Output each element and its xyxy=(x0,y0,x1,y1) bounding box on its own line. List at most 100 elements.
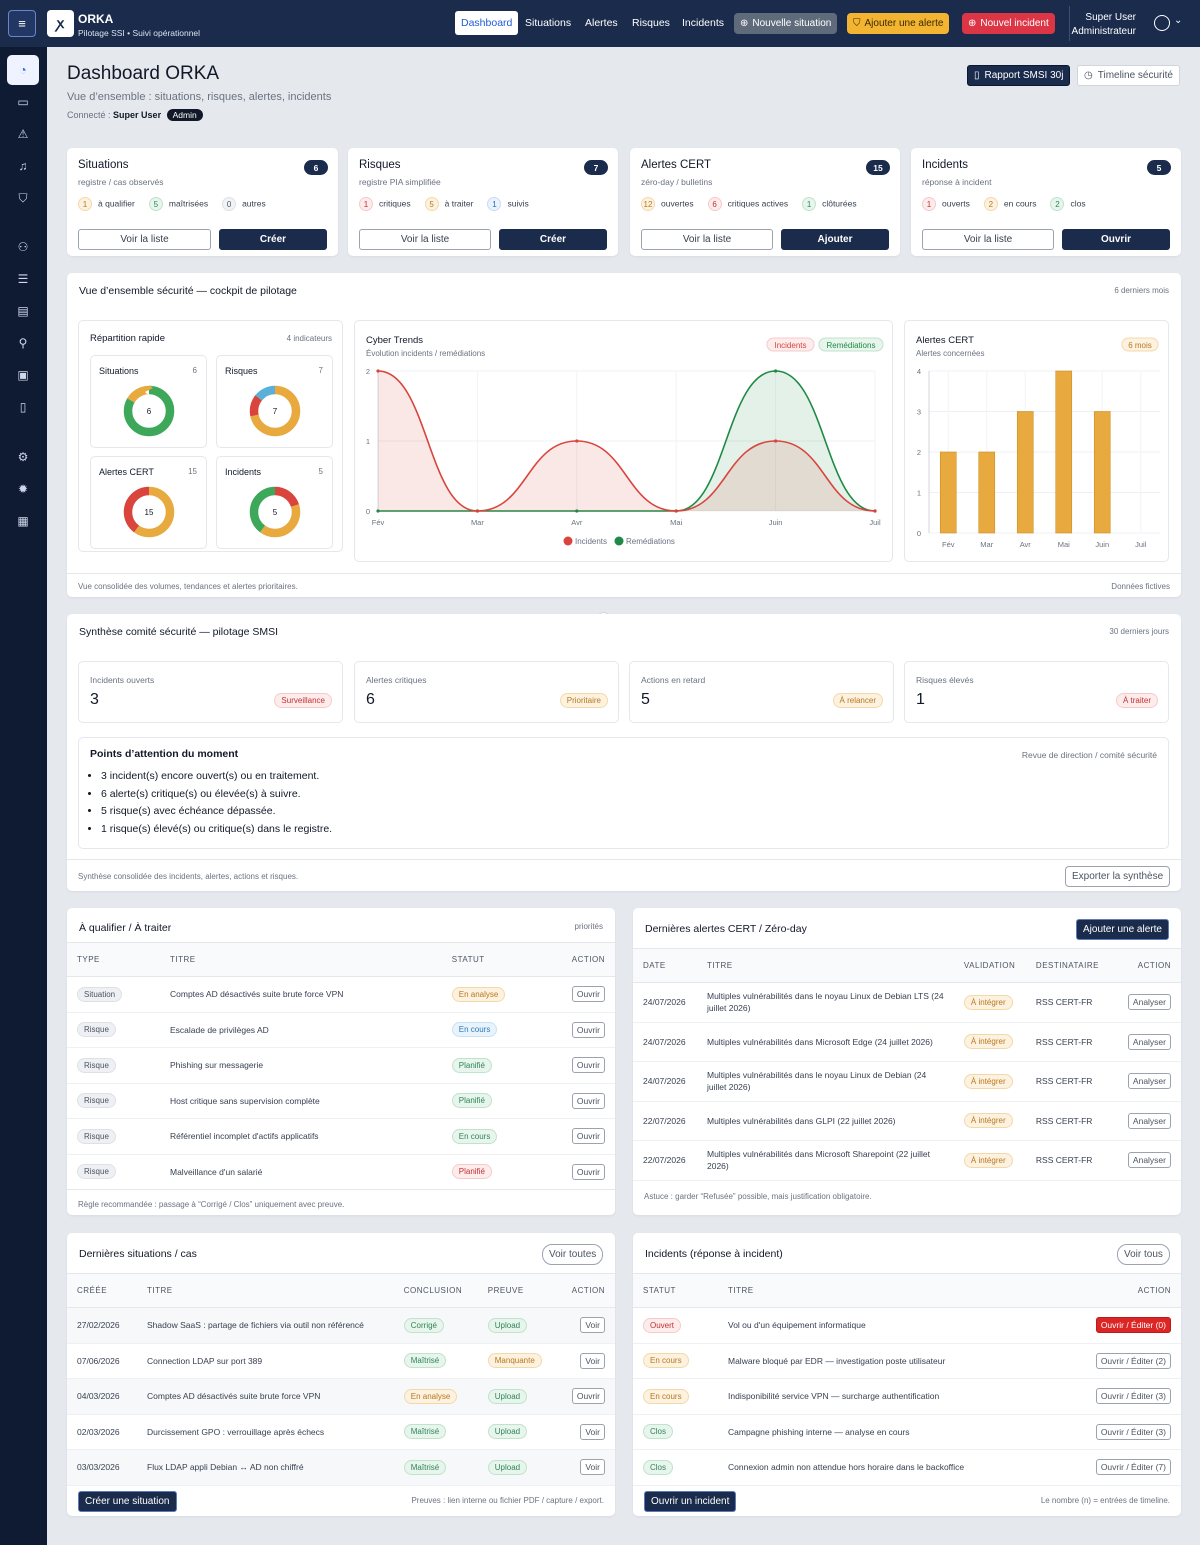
table-row[interactable]: Risque Escalade de privilèges AD En cours O… xyxy=(67,1012,615,1048)
network-icon[interactable]: ⚇ xyxy=(17,240,29,254)
clipboard-icon[interactable]: ▣ xyxy=(17,368,29,382)
warning-icon[interactable]: ⚠ xyxy=(17,127,29,141)
open-edit-button[interactable]: Ouvrir / Éditer (0) xyxy=(1095,1317,1171,1334)
card-action-button[interactable]: Ouvrir xyxy=(1062,229,1170,250)
table-row[interactable]: Ouvert Vol ou d'un équipement informatiqu… xyxy=(633,1307,1181,1344)
shield-icon[interactable]: ⛉ xyxy=(18,190,28,205)
nav-incidents[interactable]: Incidents xyxy=(682,17,725,29)
open-button[interactable]: Ouvrir xyxy=(571,1163,605,1180)
bell-icon[interactable]: ♫ xyxy=(18,159,28,173)
card-subtitle: registre / cas observés xyxy=(78,177,164,187)
analyze-button[interactable]: Analyser xyxy=(1127,1033,1171,1050)
table-row[interactable]: 04/03/2026 Comptes AD désactivés suite br… xyxy=(67,1378,615,1415)
open-button[interactable]: Ouvrir xyxy=(571,986,605,1003)
nav-situations[interactable]: Situations xyxy=(525,17,572,29)
server-icon[interactable]: ▤ xyxy=(17,304,29,318)
view-button[interactable]: Ouvrir xyxy=(571,1388,605,1405)
gear-outline-icon[interactable]: ⚙ xyxy=(17,450,29,464)
analyze-button[interactable]: Analyser xyxy=(1127,1152,1171,1169)
view-all-button[interactable]: Voir tous xyxy=(1117,1244,1170,1265)
table-row[interactable]: 07/06/2026 Connection LDAP sur port 389 Ma… xyxy=(67,1343,615,1379)
view-button[interactable]: Voir xyxy=(580,1317,605,1334)
new-incident-button[interactable]: ⊕ Nouvel incident xyxy=(962,13,1055,34)
view-button[interactable]: Voir xyxy=(580,1352,605,1369)
menu-icon[interactable]: ≡ xyxy=(8,10,36,37)
table-row[interactable]: 27/02/2026 Shadow SaaS : partage de fichi… xyxy=(67,1307,615,1344)
user-avatar-icon[interactable] xyxy=(1154,15,1170,31)
open-button[interactable]: Ouvrir xyxy=(571,1128,605,1145)
table-row[interactable]: 02/03/2026 Durcissement GPO : verrouillag… xyxy=(67,1414,615,1450)
settings-sliders-icon[interactable]: ☰ xyxy=(17,272,29,286)
analyze-button[interactable]: Analyser xyxy=(1127,1112,1171,1129)
orka-logo[interactable]: ꭗ xyxy=(47,10,74,37)
y-tick-label: 1 xyxy=(917,489,921,498)
create-situation-button[interactable]: Créer une situation xyxy=(78,1491,177,1512)
open-incident-button[interactable]: Ouvrir un incident xyxy=(644,1491,737,1512)
card-action-button[interactable]: Créer xyxy=(499,229,607,250)
attention-title: Points d’attention du moment xyxy=(90,748,239,760)
analyze-button[interactable]: Analyser xyxy=(1127,1073,1171,1090)
table-row[interactable]: Risque Référentiel incomplet d'actifs app… xyxy=(67,1118,615,1155)
alert-date: 24/07/2026 xyxy=(643,1036,686,1047)
open-edit-button[interactable]: Ouvrir / Éditer (3) xyxy=(1095,1423,1171,1440)
bar-mar xyxy=(978,451,996,534)
open-edit-button[interactable]: Ouvrir / Éditer (2) xyxy=(1095,1352,1171,1369)
add-alert-button[interactable]: Ajouter une alerte xyxy=(1076,919,1169,940)
table-row[interactable]: Risque Host critique sans supervision com… xyxy=(67,1083,615,1119)
view-list-button[interactable]: Voir la liste xyxy=(922,229,1054,250)
report-smsi-button[interactable]: ▯ Rapport SMSI 30j xyxy=(967,65,1071,86)
document-lock-icon[interactable]: ▯ xyxy=(19,400,27,414)
table-row[interactable]: 03/03/2026 Flux LDAP appli Debian ↔ AD no… xyxy=(67,1449,615,1486)
export-button[interactable]: Exporter la synthèse xyxy=(1065,866,1171,887)
legend-chip xyxy=(766,337,815,352)
table-row[interactable]: 24/07/2026 Multiples vulnérabilités dans … xyxy=(633,1061,1181,1102)
folder-icon[interactable]: ▭ xyxy=(17,95,29,109)
sitemap-icon[interactable]: ⚲ xyxy=(18,336,28,350)
table-row[interactable]: Clos Connexion admin non attendue hors ho… xyxy=(633,1449,1181,1486)
table-row[interactable]: Risque Malveillance d'un salarié Planifié O… xyxy=(67,1154,615,1190)
open-button[interactable]: Ouvrir xyxy=(571,1092,605,1109)
table-row[interactable]: 22/07/2026 Multiples vulnérabilités dans … xyxy=(633,1140,1181,1181)
series-area xyxy=(378,371,875,511)
dashboard-icon[interactable]: ◔ xyxy=(7,55,39,85)
table-row[interactable]: Risque Phishing sur messagerie Planifié Ouv… xyxy=(67,1047,615,1084)
nav-risques[interactable]: Risques xyxy=(632,17,670,29)
conclusion-badge: Maîtrisé xyxy=(403,1353,447,1369)
kpi-status-badge: À traiter xyxy=(1115,693,1158,708)
card-action-button[interactable]: Ajouter xyxy=(781,229,889,250)
table-row[interactable]: 24/07/2026 Multiples vulnérabilités dans … xyxy=(633,982,1181,1023)
incident-status-badge: En cours xyxy=(643,1353,689,1369)
table-row[interactable]: Situation Comptes AD désactivés suite bru… xyxy=(67,976,615,1013)
nav-alertes[interactable]: Alertes xyxy=(585,17,618,29)
nav-dashboard[interactable]: Dashboard xyxy=(455,11,519,35)
card-action-button[interactable]: Créer xyxy=(219,229,327,250)
view-button[interactable]: Voir xyxy=(580,1423,605,1440)
table-row[interactable]: En cours Indisponibilité service VPN — su… xyxy=(633,1378,1181,1415)
status-badge: En cours xyxy=(451,1022,498,1038)
new-situation-button[interactable]: ⊕ Nouvelle situation xyxy=(734,13,838,34)
gear-icon[interactable]: ✹ xyxy=(17,482,29,496)
view-all-button[interactable]: Voir toutes xyxy=(542,1244,604,1265)
timeline-button[interactable]: ◷ Timeline sécurité xyxy=(1077,65,1180,86)
view-list-button[interactable]: Voir la liste xyxy=(641,229,773,250)
view-list-button[interactable]: Voir la liste xyxy=(359,229,491,250)
add-alert-button[interactable]: ⛉ Ajouter une alerte xyxy=(847,13,950,34)
table-row[interactable]: 22/07/2026 Multiples vulnérabilités dans … xyxy=(633,1101,1181,1141)
open-button[interactable]: Ouvrir xyxy=(571,1057,605,1074)
open-edit-button[interactable]: Ouvrir / Éditer (7) xyxy=(1095,1459,1171,1476)
book-icon[interactable]: ▦ xyxy=(17,514,29,528)
stat-label: maîtrisées xyxy=(168,198,209,209)
overview-panel: Vue d’ensemble sécurité — cockpit de pil… xyxy=(67,273,1181,597)
open-edit-button[interactable]: Ouvrir / Éditer (3) xyxy=(1095,1388,1171,1405)
view-button[interactable]: Voir xyxy=(580,1459,605,1476)
analyze-button[interactable]: Analyser xyxy=(1127,994,1171,1011)
view-list-button[interactable]: Voir la liste xyxy=(78,229,211,250)
table-row[interactable]: En cours Malware bloqué par EDR — investi… xyxy=(633,1343,1181,1379)
stat-label: clos xyxy=(1070,198,1086,209)
table-row[interactable]: 24/07/2026 Multiples vulnérabilités dans … xyxy=(633,1022,1181,1062)
user-menu[interactable]: Super User Administrateur xyxy=(1071,12,1136,37)
open-button[interactable]: Ouvrir xyxy=(571,1021,605,1038)
kpi-label: Alertes critiques xyxy=(366,675,427,685)
chevron-down-icon[interactable]: ⌄ xyxy=(1174,15,1183,26)
table-row[interactable]: Clos Campagne phishing interne — analyse … xyxy=(633,1414,1181,1450)
